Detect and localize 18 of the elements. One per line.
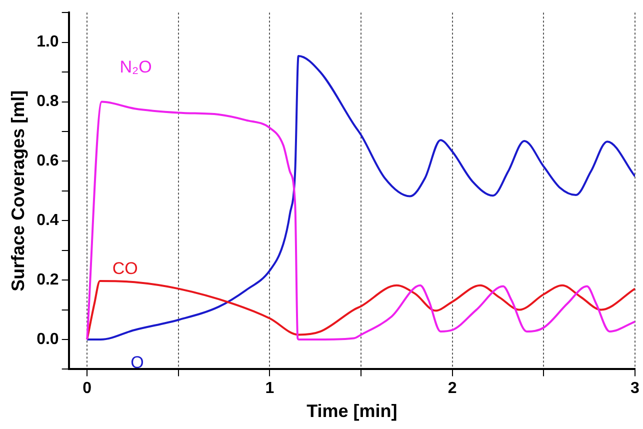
y-tick-label: 0.2 bbox=[36, 271, 59, 288]
y-axis-title: Surface Coverages [ml] bbox=[8, 90, 28, 292]
x-tick-label: 3 bbox=[630, 380, 640, 398]
x-axis-title: Time [min] bbox=[306, 401, 398, 422]
series-label: N₂O bbox=[120, 57, 152, 76]
y-tick-label: 0.4 bbox=[36, 212, 59, 230]
x-tick-label: 0 bbox=[82, 380, 92, 398]
y-tick-label: 0.6 bbox=[36, 152, 59, 170]
y-tick-label: 0.8 bbox=[36, 93, 59, 110]
line-series bbox=[86, 54, 635, 340]
series-label: CO bbox=[112, 259, 138, 278]
line-series bbox=[86, 100, 635, 340]
y-tick-label: 0.0 bbox=[36, 330, 59, 348]
x-tick-label: 1 bbox=[265, 380, 274, 398]
series-label: O bbox=[130, 353, 144, 372]
y-tick-label: 1.0 bbox=[36, 34, 59, 51]
x-tick-label: 2 bbox=[448, 380, 457, 398]
line-series bbox=[86, 280, 635, 340]
